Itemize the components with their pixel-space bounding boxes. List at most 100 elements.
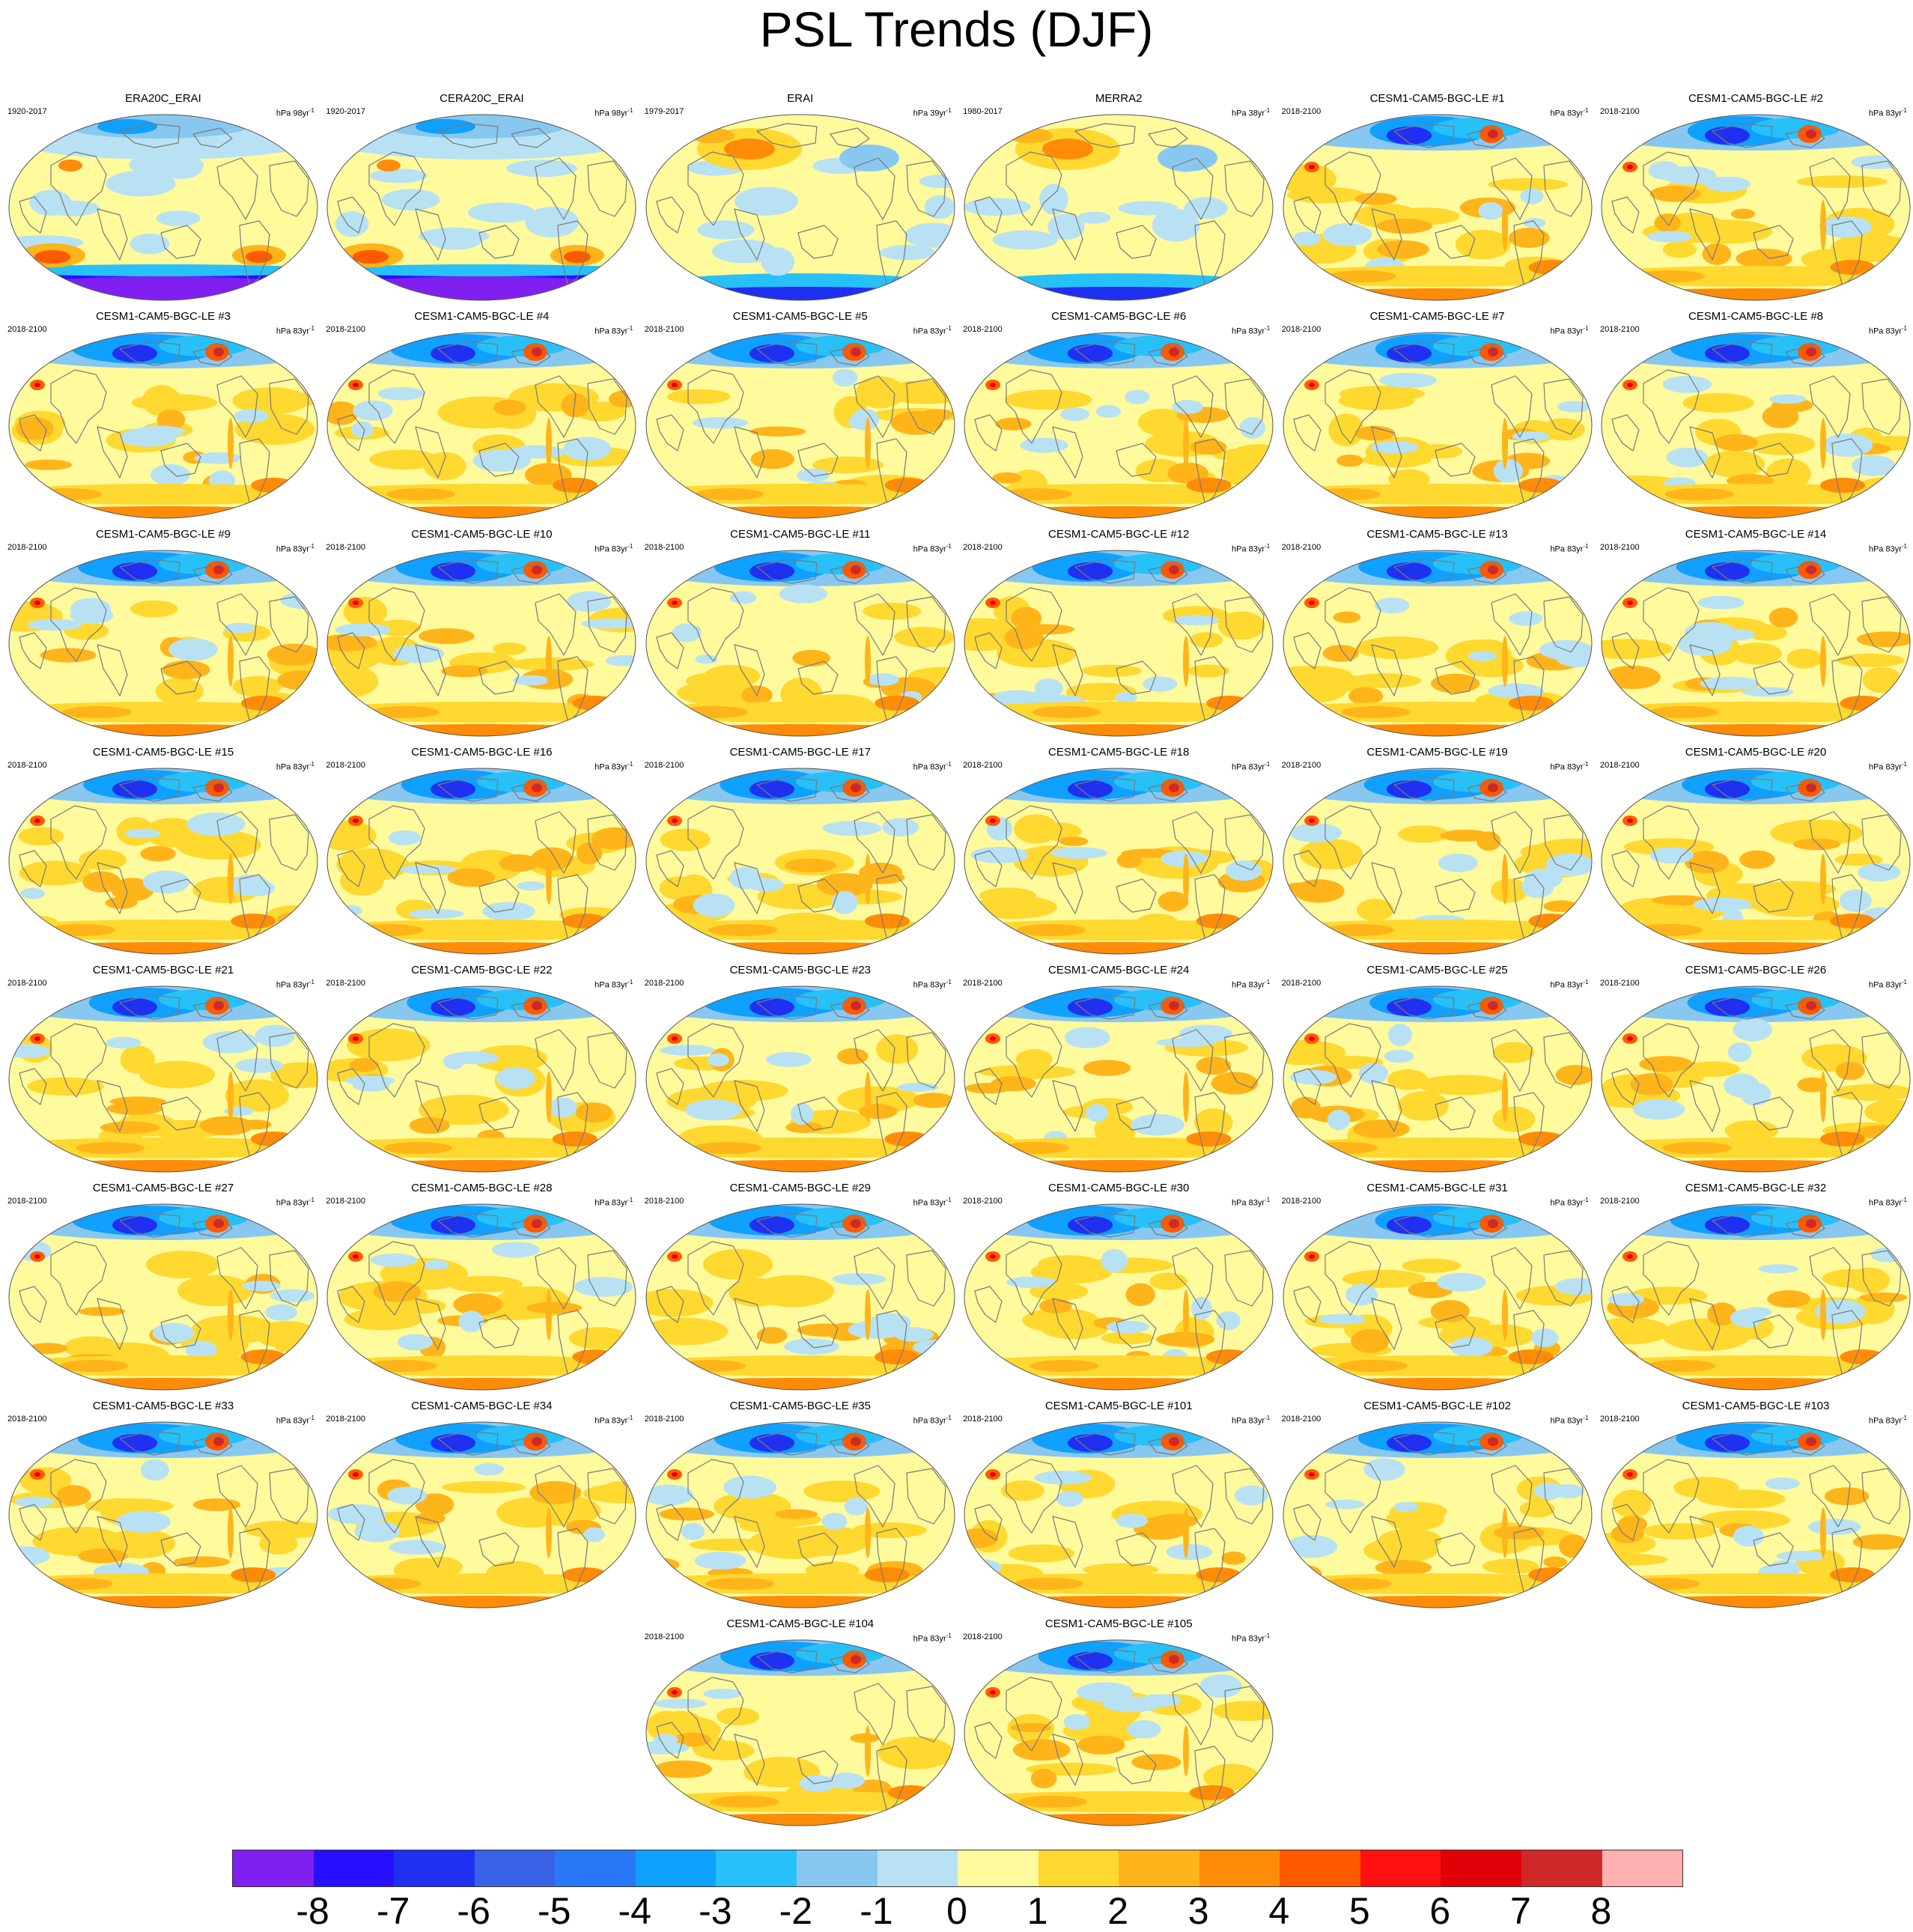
panel-period: 2018-2100 [963,1632,1003,1641]
units-exponent: -1 [627,543,633,550]
panel-period: 2018-2100 [644,543,684,552]
panel-title: CESM1-CAM5-BGC-LE #26 [1685,964,1827,976]
globe-map [326,1203,636,1391]
colorbar-swatch [1199,1850,1280,1886]
panel-units-text: hPa 83yr [276,762,309,772]
colorbar-swatch [1280,1850,1360,1886]
panel-units-text: hPa 83yr [1550,544,1584,554]
map-panel: CESM1-CAM5-BGC-LE #35 2018-2100 hPa 83yr-1 [643,1400,958,1611]
units-exponent: -1 [1901,325,1907,332]
panel-units: hPa 83yr-1 [1232,1413,1270,1427]
panel-period: 2018-2100 [1600,761,1640,770]
panel-title: CESM1-CAM5-BGC-LE #4 [414,310,550,323]
map-panel: CESM1-CAM5-BGC-LE #2 2018-2100 hPa 83yr-1 [1599,92,1913,303]
map-panel: CESM1-CAM5-BGC-LE #3 2018-2100 hPa 83yr-1 [6,310,320,521]
globe-map [1601,1421,1911,1609]
panel-period: 2018-2100 [7,543,47,552]
units-exponent: -1 [1265,1632,1271,1639]
colorbar-label: 2 [1107,1890,1129,1932]
globe-map [326,332,636,519]
panel-period: 1980-2017 [963,107,1003,116]
panel-title: CESM1-CAM5-BGC-LE #28 [411,1182,553,1194]
panel-units-text: hPa 83yr [1232,762,1265,772]
units-exponent: -1 [308,325,314,332]
panel-title: CESM1-CAM5-BGC-LE #16 [411,746,553,759]
colorbar-swatch [555,1850,636,1886]
panel-title: CESM1-CAM5-BGC-LE #34 [411,1400,553,1412]
panel-units-text: hPa 83yr [913,762,946,772]
units-exponent: -1 [946,325,952,332]
map-panel: CESM1-CAM5-BGC-LE #23 2018-2100 hPa 83yr-1 [643,964,958,1175]
map-panel: CESM1-CAM5-BGC-LE #28 2018-2100 hPa 83yr-1 [324,1182,639,1393]
units-exponent: -1 [946,1197,952,1203]
panel-units-text: hPa 83yr [1868,762,1902,772]
globe-map [1283,1421,1593,1609]
panel-title: CESM1-CAM5-BGC-LE #30 [1047,1182,1190,1194]
panel-units: hPa 83yr-1 [594,977,633,991]
panel-period: 2018-2100 [644,325,684,334]
panel-title: CESM1-CAM5-BGC-LE #20 [1685,746,1827,759]
colorbar-swatch [474,1850,556,1886]
colorbar-label: -2 [779,1890,813,1932]
colorbar-swatch [635,1850,717,1886]
panel-title: CESM1-CAM5-BGC-LE #19 [1366,746,1508,759]
map-panel: CESM1-CAM5-BGC-LE #25 2018-2100 hPa 83yr-1 [1280,964,1595,1175]
panel-period: 1920-2017 [326,107,365,116]
panel-title: CESM1-CAM5-BGC-LE #10 [411,528,553,541]
panel-units-text: hPa 83yr [1868,1416,1902,1426]
map-panel: CESM1-CAM5-BGC-LE #32 2018-2100 hPa 83yr-1 [1599,1182,1913,1393]
panel-period: 2018-2100 [326,325,365,334]
units-exponent: -1 [946,107,952,114]
globe-map [1601,114,1911,301]
globe-map [1283,985,1593,1173]
units-exponent: -1 [627,107,633,114]
map-panel: CESM1-CAM5-BGC-LE #103 2018-2100 hPa 83yr-… [1599,1400,1913,1611]
panel-period: 2018-2100 [7,1415,47,1424]
units-exponent: -1 [1901,979,1907,985]
globe-map [1601,768,1911,955]
panel-units: hPa 83yr-1 [1550,759,1588,773]
units-exponent: -1 [946,1415,952,1421]
colorbar-swatch [1602,1850,1683,1886]
colorbar-swatch [796,1850,878,1886]
globe-map [645,332,955,519]
panel-period: 2018-2100 [326,761,365,770]
panel-units: hPa 83yr-1 [1550,323,1588,337]
panel-period: 2018-2100 [326,1415,365,1424]
panel-units-text: hPa 83yr [276,980,309,990]
map-panel: CESM1-CAM5-BGC-LE #101 2018-2100 hPa 83yr-… [961,1400,1276,1611]
panel-period: 2018-2100 [7,1197,47,1206]
panel-units: hPa 83yr-1 [913,541,952,555]
panel-title: CESM1-CAM5-BGC-LE #18 [1047,746,1190,759]
colorbar-swatch [716,1850,797,1886]
panel-units-text: hPa 83yr [1868,326,1902,336]
panel-units-text: hPa 83yr [1232,1416,1265,1426]
panel-units-text: hPa 83yr [1550,980,1584,990]
panel-units-text: hPa 83yr [594,544,628,554]
panel-units: hPa 83yr-1 [1232,1631,1270,1644]
map-panel: CESM1-CAM5-BGC-LE #10 2018-2100 hPa 83yr-1 [324,528,639,739]
panel-title: CESM1-CAM5-BGC-LE #103 [1682,1400,1830,1412]
panel-period: 2018-2100 [963,761,1003,770]
panel-period: 2018-2100 [1600,979,1640,988]
panel-period: 2018-2100 [1281,543,1322,552]
panel-units-text: hPa 83yr [913,326,946,336]
panel-period: 2018-2100 [1600,1197,1640,1206]
panel-title: CESM1-CAM5-BGC-LE #12 [1047,528,1190,541]
panel-period: 2018-2100 [644,1415,684,1424]
map-panel: CESM1-CAM5-BGC-LE #12 2018-2100 hPa 83yr-1 [961,528,1276,739]
map-panel: CESM1-CAM5-BGC-LE #14 2018-2100 hPa 83yr-1 [1599,528,1913,739]
panel-units: hPa 83yr-1 [1232,977,1270,991]
panel-period: 1979-2017 [644,107,684,116]
colorbar-label: -8 [296,1890,329,1932]
globe-map [8,114,318,301]
panel-title: ERA20C_ERAI [125,92,201,105]
units-exponent: -1 [946,543,952,550]
globe-map [964,985,1274,1173]
colorbar-label: -6 [457,1890,490,1932]
globe-map [326,1421,636,1609]
units-exponent: -1 [1901,1415,1907,1421]
globe-map [645,985,955,1173]
colorbar-label: -1 [860,1890,893,1932]
panel-title: CESM1-CAM5-BGC-LE #1 [1369,92,1505,105]
